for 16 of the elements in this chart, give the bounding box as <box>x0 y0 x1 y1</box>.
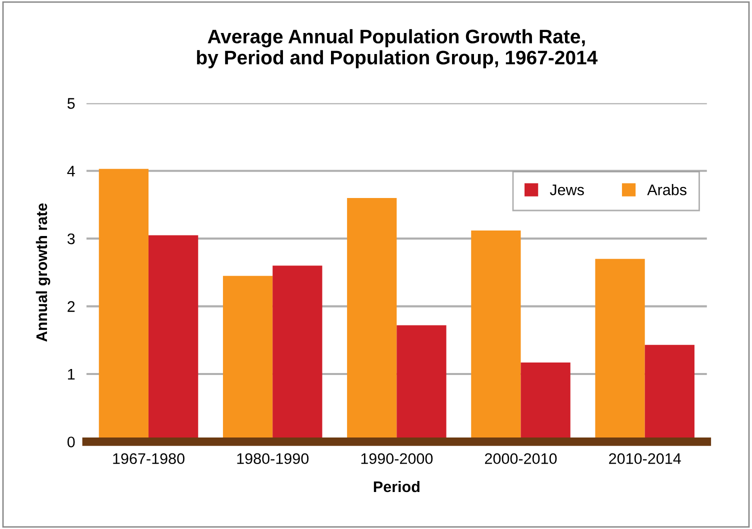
x-tick-label: 1980-1990 <box>237 453 309 464</box>
y-tick-label: 3 <box>67 233 75 244</box>
x-axis-title: Period <box>374 480 420 492</box>
legend-label: Arabs <box>647 184 686 196</box>
y-tick-label: 4 <box>67 166 75 176</box>
y-tick-label: 0 <box>67 436 75 448</box>
legend-label: Jews <box>550 184 584 196</box>
y-tick-label: 5 <box>67 98 75 109</box>
y-tick-label: 2 <box>68 301 75 312</box>
x-tick-label: 1967-1980 <box>113 453 184 464</box>
x-tick-label: 2010-2014 <box>609 453 681 464</box>
y-axis-title: Annual growth rate <box>36 203 50 342</box>
chart-title: Average Annual Population Growth Rate, by Period and Population Group, 1967-2014 <box>197 29 598 68</box>
y-tick-label: 1 <box>68 369 75 380</box>
x-tick-label: 1990-2000 <box>361 453 433 464</box>
x-tick-label: 2000-2010 <box>485 453 557 464</box>
